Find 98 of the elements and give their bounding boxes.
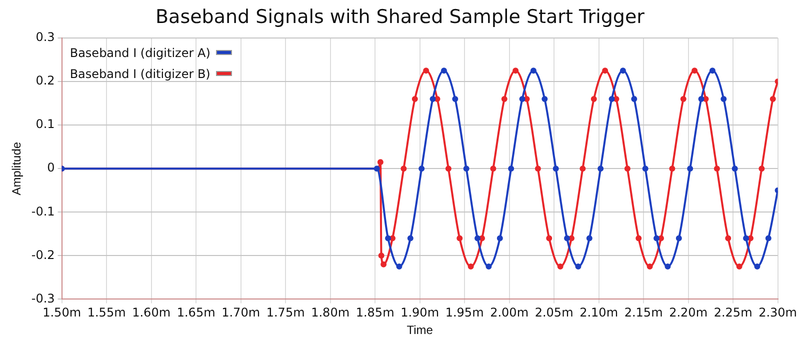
x-tick-label: 1.70m — [222, 306, 260, 320]
x-tick-label: 2.00m — [490, 306, 529, 320]
point — [698, 96, 704, 102]
x-tick-label: 1.55m — [87, 306, 126, 320]
y-tick-label: -0.2 — [31, 248, 55, 262]
point — [598, 166, 604, 172]
y-tick-label: -0.1 — [31, 204, 55, 218]
point — [430, 96, 436, 102]
y-tick-label: 0.1 — [36, 117, 55, 132]
x-tick-label: 2.05m — [534, 306, 574, 320]
x-tick-label: 1.75m — [266, 306, 305, 320]
x-tick-label: 2.10m — [580, 306, 618, 320]
point — [508, 166, 514, 172]
point — [608, 96, 615, 102]
point — [631, 96, 638, 102]
x-tick-label: 1.95m — [445, 306, 484, 320]
point — [580, 166, 586, 172]
point — [385, 235, 392, 242]
point — [378, 252, 384, 259]
point — [687, 166, 694, 172]
y-tick-label: -0.3 — [31, 291, 55, 306]
point — [400, 166, 407, 172]
point — [692, 68, 698, 74]
point — [658, 235, 664, 242]
point — [575, 264, 582, 270]
point — [736, 264, 742, 270]
point — [542, 96, 548, 102]
point — [754, 264, 760, 270]
point — [377, 159, 384, 166]
x-tick-label: 1.85m — [356, 306, 394, 320]
point — [720, 96, 727, 102]
x-tick-label: 1.50m — [42, 306, 82, 320]
legend-label: Baseband I (ditigizer B) — [70, 66, 210, 80]
point — [418, 166, 425, 172]
y-axis-title: Amplitude — [10, 142, 24, 196]
y-tick-label: 0 — [47, 160, 55, 175]
point — [709, 68, 716, 74]
x-tick-label: 2.30m — [758, 306, 798, 320]
point — [624, 166, 630, 172]
point — [530, 68, 536, 74]
point — [743, 235, 750, 242]
point — [748, 235, 754, 242]
y-tick-label: 0.3 — [36, 30, 55, 44]
point — [479, 235, 486, 242]
x-tick-label: 2.20m — [669, 306, 708, 320]
point — [714, 166, 720, 172]
point — [486, 264, 492, 270]
point — [564, 235, 570, 242]
point — [407, 235, 414, 242]
chart-title: Baseband Signals with Shared Sample Start Trigger — [154, 6, 646, 28]
point — [463, 166, 470, 172]
point — [501, 96, 508, 102]
point — [456, 235, 463, 242]
point — [519, 96, 526, 102]
point — [552, 166, 559, 172]
point — [380, 261, 387, 268]
point — [646, 264, 653, 270]
point — [390, 235, 396, 242]
point — [496, 235, 503, 242]
point — [636, 235, 642, 242]
point — [758, 166, 765, 172]
point — [474, 235, 481, 242]
point — [546, 235, 552, 242]
point — [590, 96, 597, 102]
point — [732, 166, 738, 172]
point — [642, 166, 648, 172]
point — [676, 235, 682, 242]
point — [669, 166, 676, 172]
point — [680, 96, 686, 102]
point — [664, 264, 671, 270]
x-tick-label: 1.65m — [176, 306, 216, 320]
point — [602, 68, 608, 74]
point — [770, 96, 776, 102]
point — [534, 166, 541, 172]
point — [557, 264, 564, 270]
x-axis-title: Time — [406, 323, 434, 338]
point — [412, 96, 418, 102]
x-tick-label: 1.90m — [400, 306, 440, 320]
point — [490, 166, 496, 172]
x-tick-label: 2.15m — [624, 306, 663, 320]
point — [423, 68, 430, 74]
point — [765, 235, 772, 242]
point — [620, 68, 626, 74]
x-tick-label: 1.80m — [311, 306, 350, 320]
point — [512, 68, 519, 74]
y-tick-label: 0.2 — [36, 74, 55, 88]
legend-label: Baseband I (digitizer A) — [70, 46, 210, 60]
point — [586, 235, 592, 242]
point — [568, 235, 575, 242]
x-tick-label: 2.25m — [714, 306, 752, 320]
point — [445, 166, 452, 172]
point — [452, 96, 458, 102]
point — [468, 264, 474, 270]
point — [654, 235, 660, 242]
point — [725, 235, 732, 242]
point — [440, 68, 447, 74]
x-tick-label: 1.60m — [132, 306, 171, 320]
point — [396, 264, 402, 270]
